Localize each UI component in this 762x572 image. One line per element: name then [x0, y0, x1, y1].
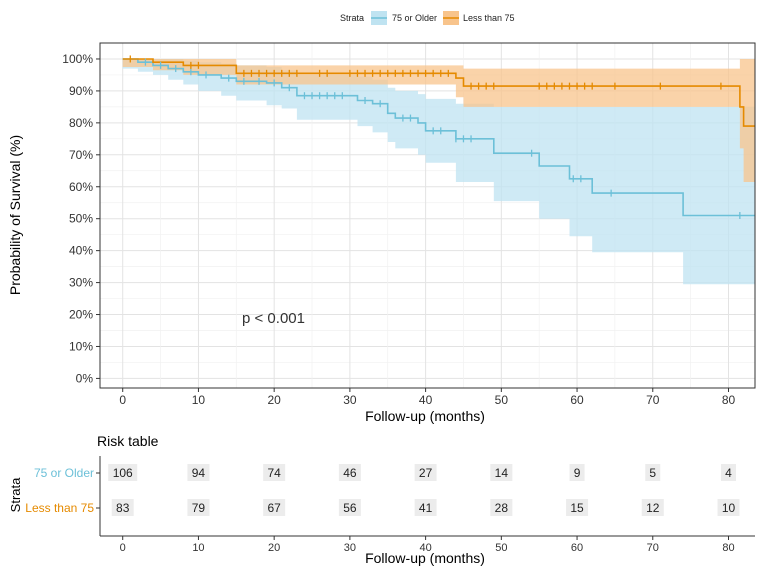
x-tick-label: 50 — [495, 393, 509, 407]
confidence-band-older — [122, 59, 755, 285]
y-axis-title: Probability of Survival (%) — [7, 135, 23, 295]
risk-count-bg — [569, 464, 585, 481]
censor-marks — [129, 55, 741, 219]
risk-count-bg — [263, 499, 286, 516]
risk-count-younger: 28 — [495, 501, 509, 515]
risk-count-bg — [187, 464, 210, 481]
risk-count-younger: 56 — [343, 501, 357, 515]
plot-area: 0% 10% 20% 30% 40% 50% 60% 70% 80% 90% 100% 0 10 20 3… — [62, 42, 756, 407]
risk-count-younger: 83 — [116, 501, 130, 515]
risk-count-bg — [490, 464, 513, 481]
y-tick-label: 0% — [76, 371, 94, 385]
risk-count-older: 27 — [419, 466, 433, 480]
y-tick-label: 70% — [69, 148, 93, 162]
risk-count-older: 106 — [113, 466, 133, 480]
risk-count-bg — [414, 464, 437, 481]
legend-label-older: 75 or Older — [392, 13, 437, 23]
x-tick-label: 0 — [119, 393, 126, 407]
risk-count-younger: 10 — [722, 501, 736, 515]
x-axis-title: Follow-up (months) — [365, 408, 485, 424]
x-tick-label: 20 — [267, 393, 281, 407]
risk-count-bg — [414, 499, 437, 516]
risk-x-tick-label: 0 — [120, 542, 126, 554]
plot-border — [99, 42, 756, 389]
risk-count-bg — [490, 499, 513, 516]
risk-count-younger: 12 — [646, 501, 660, 515]
confidence-bands — [122, 59, 755, 285]
y-tick-label: 50% — [69, 212, 93, 226]
risk-count-bg — [263, 464, 286, 481]
risk-count-younger: 79 — [192, 501, 206, 515]
risk-count-younger: 15 — [570, 501, 584, 515]
risk-count-older: 14 — [495, 466, 509, 480]
risk-count-bg — [645, 464, 661, 481]
y-tick-label: 10% — [69, 339, 93, 353]
risk-count-older: 4 — [725, 466, 732, 480]
y-tick-label: 60% — [69, 180, 93, 194]
risk-x-tick-label: 60 — [571, 542, 583, 554]
x-tick-label: 80 — [722, 393, 736, 407]
y-axis-ticks: 0% 10% 20% 30% 40% 50% 60% 70% 80% 90% 100% — [62, 52, 100, 385]
survival-curve-younger — [122, 58, 755, 127]
risk-count-younger: 67 — [267, 501, 281, 515]
y-tick-label: 20% — [69, 308, 93, 322]
risk-table-x-title: Follow-up (months) — [365, 550, 485, 566]
risk-row-label-younger: Less than 75 — [25, 501, 94, 515]
risk-x-tick-label: 20 — [268, 542, 280, 554]
risk-count-bg — [338, 464, 361, 481]
y-tick-label: 90% — [69, 84, 93, 98]
risk-count-bg — [720, 464, 736, 481]
y-tick-label: 30% — [69, 276, 93, 290]
risk-count-older: 9 — [574, 466, 581, 480]
risk-x-tick-label: 50 — [495, 542, 507, 554]
y-tick-label: 100% — [62, 52, 93, 66]
p-value-annotation: p < 0.001 — [242, 310, 305, 327]
risk-count-older: 5 — [649, 466, 656, 480]
risk-x-tick-label: 40 — [419, 542, 431, 554]
risk-count-younger: 41 — [419, 501, 433, 515]
risk-table: Risk table 75 or Older 106 94 74 46 27 14 9 5 4 Le… — [8, 433, 755, 566]
risk-count-bg — [108, 464, 138, 481]
risk-row-label-older: 75 or Older — [34, 466, 94, 480]
risk-x-tick-label: 70 — [647, 542, 659, 554]
confidence-band-younger — [122, 59, 755, 182]
risk-x-tick-label: 30 — [344, 542, 356, 554]
x-tick-label: 70 — [646, 393, 660, 407]
risk-count-older: 74 — [267, 466, 281, 480]
risk-count-bg — [641, 499, 664, 516]
risk-count-bg — [111, 499, 134, 516]
legend-label-younger: Less than 75 — [463, 13, 515, 23]
risk-count-bg — [717, 499, 740, 516]
x-tick-label: 40 — [419, 393, 433, 407]
x-tick-label: 30 — [343, 393, 357, 407]
risk-count-bg — [187, 499, 210, 516]
risk-table-body: 75 or Older 106 94 74 46 27 14 9 5 4 Less than 75 8… — [25, 464, 740, 554]
risk-x-tick-label: 80 — [722, 542, 734, 554]
risk-count-bg — [338, 499, 361, 516]
y-tick-label: 80% — [69, 116, 93, 130]
risk-count-older: 94 — [192, 466, 206, 480]
risk-table-title: Risk table — [97, 433, 159, 449]
risk-table-strata-label: Strata — [8, 477, 23, 512]
x-tick-label: 10 — [192, 393, 206, 407]
risk-count-bg — [566, 499, 589, 516]
risk-count-older: 46 — [343, 466, 357, 480]
y-tick-label: 40% — [69, 244, 93, 258]
x-axis-ticks: 0 10 20 30 40 50 60 70 80 — [119, 388, 735, 407]
legend: Strata 75 or Older Less than 75 — [340, 11, 515, 25]
x-tick-label: 60 — [570, 393, 584, 407]
legend-title: Strata — [340, 13, 364, 23]
risk-x-tick-label: 10 — [192, 542, 204, 554]
